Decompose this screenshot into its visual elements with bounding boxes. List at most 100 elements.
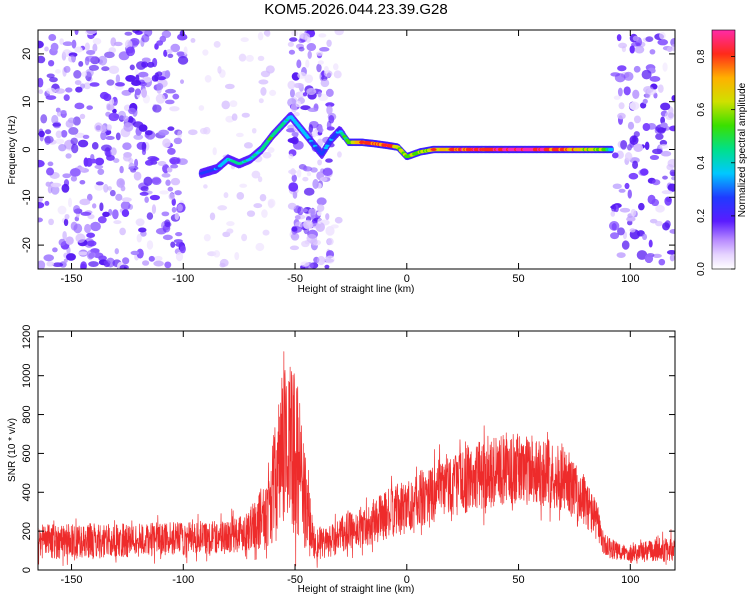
snr-y-tick-label: 400 <box>21 483 33 501</box>
noise-blob <box>224 83 235 90</box>
noise-blob <box>65 153 72 159</box>
spectrogram-y-tick-label: 0 <box>21 146 33 152</box>
noise-blob <box>47 161 54 167</box>
noise-blob <box>175 242 184 247</box>
noise-blob <box>75 86 83 93</box>
noise-blob <box>300 261 310 267</box>
noise-blob <box>649 49 656 55</box>
noise-blob <box>217 65 222 74</box>
noise-blob <box>50 182 62 188</box>
noise-blob <box>44 135 54 144</box>
noise-blob <box>198 105 205 111</box>
noise-blob <box>125 75 136 82</box>
noise-blob <box>623 86 631 96</box>
noise-blob <box>128 87 135 93</box>
noise-blob <box>130 250 140 256</box>
noise-blob <box>630 208 637 217</box>
noise-blob <box>177 55 189 65</box>
noise-blob <box>115 193 123 201</box>
noise-blob <box>323 65 329 74</box>
noise-blob <box>48 59 55 67</box>
noise-blob <box>306 171 312 177</box>
noise-blob <box>90 154 95 161</box>
noise-blob <box>65 253 76 261</box>
noise-blob <box>151 204 157 214</box>
snr-panel: -150 -100 -50 0 50 100 020040060080010001200 … <box>7 325 676 595</box>
noise-blob <box>306 87 317 95</box>
noise-blob <box>646 88 657 95</box>
noise-blob <box>91 158 97 164</box>
trace-hotspot <box>448 148 455 151</box>
noise-blob <box>260 70 271 78</box>
noise-blob <box>75 233 86 243</box>
noise-blob <box>174 212 180 221</box>
noise-blob <box>290 232 300 241</box>
noise-blob <box>38 89 44 95</box>
spectrogram-x-tick-label: -100 <box>172 273 194 285</box>
noise-blob <box>52 122 61 127</box>
noise-blob <box>86 193 93 201</box>
noise-blob <box>226 228 234 234</box>
noise-blob <box>618 42 628 49</box>
spectrogram-y-label: Frequency (Hz) <box>7 116 18 185</box>
noise-blob <box>74 30 79 35</box>
noise-blob <box>223 192 229 199</box>
noise-blob <box>219 258 229 267</box>
noise-blob <box>45 95 57 100</box>
noise-blob <box>63 65 71 73</box>
noise-blob <box>298 38 305 44</box>
noise-blob <box>334 216 343 224</box>
snr-x-label: Height of straight line (km) <box>298 584 415 595</box>
noise-blob <box>71 39 77 49</box>
noise-blob <box>38 159 45 168</box>
noise-blob <box>179 30 185 37</box>
noise-blob <box>63 218 69 227</box>
noise-blob <box>154 255 163 262</box>
noise-blob <box>312 130 317 138</box>
noise-blob <box>307 50 312 59</box>
noise-blob <box>669 125 675 132</box>
noise-blob <box>290 167 296 176</box>
noise-blob <box>326 105 333 115</box>
noise-blob <box>105 135 115 141</box>
noise-blob <box>619 207 631 213</box>
noise-blob <box>70 137 78 145</box>
noise-blob <box>212 147 217 156</box>
noise-blob <box>86 30 98 35</box>
noise-blob <box>627 220 633 226</box>
noise-blob <box>141 88 147 98</box>
noise-blob <box>310 238 318 246</box>
noise-blob <box>60 129 68 138</box>
noise-blob <box>62 41 73 47</box>
noise-blob <box>243 142 253 149</box>
noise-blob <box>140 185 149 192</box>
trace-core <box>320 150 326 154</box>
noise-blob <box>240 37 249 43</box>
noise-blob <box>632 89 640 100</box>
noise-blob <box>642 98 648 104</box>
noise-blob <box>319 177 328 182</box>
noise-blob <box>639 168 649 176</box>
noise-blob <box>662 175 668 180</box>
noise-blob <box>136 248 144 259</box>
noise-blob <box>294 215 301 220</box>
noise-blob <box>647 194 656 205</box>
noise-blob <box>78 251 88 256</box>
noise-blob <box>625 217 636 222</box>
snr-y-tick-label: 600 <box>21 444 33 462</box>
noise-blob <box>86 240 97 247</box>
noise-blob <box>183 46 188 55</box>
noise-blob <box>106 103 111 111</box>
noise-blob <box>44 129 52 135</box>
noise-blob <box>38 55 46 64</box>
noise-blob <box>325 255 335 264</box>
noise-blob <box>79 179 86 185</box>
noise-blob <box>101 66 110 72</box>
noise-blob <box>203 184 208 189</box>
noise-blob <box>55 138 65 145</box>
spectrogram-y-ticks: -20 -10 0 10 20 <box>21 48 675 253</box>
trace-core <box>609 147 614 152</box>
noise-blob <box>164 261 172 269</box>
noise-blob <box>289 37 298 42</box>
noise-blob <box>269 89 277 97</box>
